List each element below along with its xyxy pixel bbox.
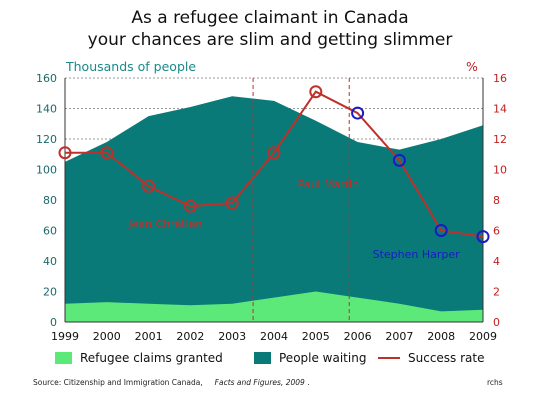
x-tick-label: 2006 — [344, 330, 372, 343]
area-people-waiting — [65, 96, 483, 322]
source-suffix: . — [307, 378, 310, 387]
y2-tick-label: 14 — [493, 103, 507, 116]
y-tick-label: 120 — [36, 133, 57, 146]
success-rate-point — [100, 146, 114, 160]
legend-swatch-people-waiting — [254, 352, 271, 364]
annotation-label: Paul Martin — [298, 178, 360, 191]
y-axis-right-label: % — [466, 59, 478, 74]
success-rate-point — [434, 224, 448, 237]
y-tick-label: 20 — [43, 286, 57, 299]
x-tick-label: 2004 — [260, 330, 288, 343]
y-tick-label: 80 — [43, 194, 57, 207]
x-tick-label: 2007 — [385, 330, 413, 343]
success-rate-point — [351, 106, 365, 120]
legend-item-claims-granted: Refugee claims granted — [55, 350, 223, 366]
source-note: Source: Citizenship and Immigration Cana… — [33, 378, 310, 387]
source-publication: Facts and Figures, 2009 — [214, 378, 305, 387]
legend-swatch-success-rate — [378, 357, 400, 359]
credit-note: rchs — [487, 378, 503, 387]
y2-tick-label: 16 — [493, 72, 507, 85]
y2-tick-label: 0 — [493, 316, 500, 329]
success-rate-point — [309, 85, 323, 99]
y-tick-label: 60 — [43, 225, 57, 238]
source-prefix: Source: Citizenship and Immigration Cana… — [33, 378, 203, 387]
legend-item-success-rate: Success rate — [378, 350, 485, 366]
y2-tick-label: 12 — [493, 133, 507, 146]
annotation-label: Jean Chrétien — [127, 217, 202, 230]
x-tick-label: 2001 — [135, 330, 163, 343]
y-tick-label: 160 — [36, 72, 57, 85]
y2-tick-label: 6 — [493, 225, 500, 238]
y-tick-label: 40 — [43, 255, 57, 268]
legend-swatch-claims-granted — [55, 352, 72, 364]
y-tick-label: 0 — [50, 316, 57, 329]
x-tick-label: 1999 — [51, 330, 79, 343]
y-tick-label: 140 — [36, 103, 57, 116]
x-tick-label: 2008 — [427, 330, 455, 343]
y2-tick-label: 4 — [493, 255, 500, 268]
y2-tick-label: 10 — [493, 164, 507, 177]
x-tick-label: 2005 — [302, 330, 330, 343]
chart-title-line-2: your chances are slim and getting slimme… — [87, 30, 453, 50]
y-axis-left-label: Thousands of people — [66, 59, 197, 74]
chart-title-line-1: As a refugee claimant in Canada — [131, 8, 409, 28]
legend-label-claims-granted: Refugee claims granted — [80, 351, 223, 365]
legend-item-people-waiting: People waiting — [254, 350, 366, 366]
success-rate-point — [476, 230, 490, 244]
success-rate-point — [58, 146, 72, 160]
success-rate-point — [225, 196, 239, 210]
line-success-rate — [65, 90, 484, 238]
success-rate-point — [142, 179, 156, 193]
x-tick-label: 2002 — [176, 330, 204, 343]
success-rate-point — [392, 153, 406, 167]
x-tick-label: 2009 — [469, 330, 497, 343]
x-tick-label: 2003 — [218, 330, 246, 343]
y2-tick-label: 8 — [493, 194, 500, 207]
legend-label-people-waiting: People waiting — [279, 351, 367, 365]
y2-tick-label: 2 — [493, 286, 500, 299]
success-rate-point — [267, 146, 281, 160]
area-claims-granted — [65, 291, 483, 322]
y-tick-label: 100 — [36, 164, 57, 177]
success-rate-point — [183, 199, 197, 213]
legend-label-success-rate: Success rate — [408, 351, 485, 365]
annotation-label: Stephen Harper — [373, 248, 461, 261]
x-tick-label: 2000 — [93, 330, 121, 343]
